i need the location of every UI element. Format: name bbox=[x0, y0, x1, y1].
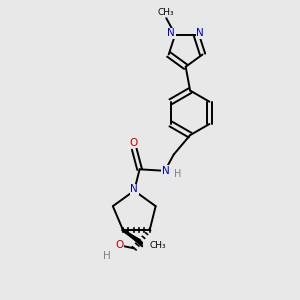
Text: N: N bbox=[162, 166, 169, 176]
Text: H: H bbox=[103, 251, 110, 261]
Text: O: O bbox=[115, 239, 124, 250]
Polygon shape bbox=[123, 230, 142, 247]
Text: O: O bbox=[130, 138, 138, 148]
Text: N: N bbox=[130, 184, 138, 194]
Text: CH₃: CH₃ bbox=[158, 8, 175, 17]
Text: N: N bbox=[196, 28, 204, 38]
Text: CH₃: CH₃ bbox=[150, 241, 166, 250]
Text: H: H bbox=[174, 169, 181, 179]
Text: N: N bbox=[167, 28, 175, 38]
